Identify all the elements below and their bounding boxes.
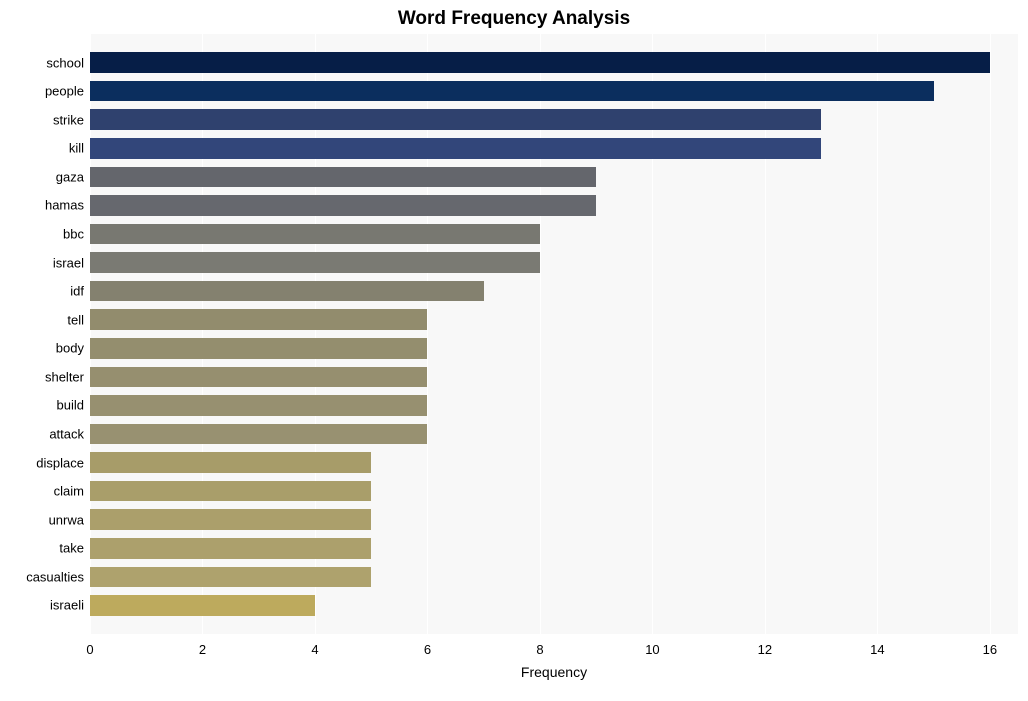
x-tick-label: 12 [758, 642, 772, 657]
x-tick-label: 0 [86, 642, 93, 657]
bar [90, 424, 427, 445]
bar [90, 167, 596, 188]
y-tick-label: displace [36, 455, 90, 470]
x-tick-label: 6 [424, 642, 431, 657]
y-tick-label: tell [67, 312, 90, 327]
y-tick-label: israel [53, 255, 90, 270]
x-axis-title: Frequency [90, 664, 1018, 680]
y-tick-label: school [46, 55, 90, 70]
y-tick-label: bbc [63, 227, 90, 242]
y-tick-label: people [45, 84, 90, 99]
bar [90, 595, 315, 616]
bar [90, 367, 427, 388]
bar [90, 252, 540, 273]
x-tick-label: 4 [311, 642, 318, 657]
bar [90, 567, 371, 588]
bar [90, 509, 371, 530]
bar [90, 52, 990, 73]
bar [90, 338, 427, 359]
bar [90, 481, 371, 502]
bar [90, 195, 596, 216]
y-tick-label: take [59, 541, 90, 556]
plot-area: schoolpeoplestrikekillgazahamasbbcisrael… [90, 34, 1018, 634]
y-tick-label: shelter [45, 369, 90, 384]
bar [90, 538, 371, 559]
y-tick-label: claim [54, 484, 90, 499]
x-tick-label: 8 [536, 642, 543, 657]
y-tick-label: attack [49, 427, 90, 442]
gridline [877, 34, 878, 634]
y-tick-label: casualties [26, 569, 90, 584]
bar [90, 395, 427, 416]
y-tick-label: idf [70, 284, 90, 299]
y-tick-label: unrwa [49, 512, 90, 527]
y-tick-label: body [56, 341, 90, 356]
x-tick-label: 2 [199, 642, 206, 657]
y-tick-label: kill [69, 141, 90, 156]
bar [90, 224, 540, 245]
y-tick-label: hamas [45, 198, 90, 213]
bar [90, 309, 427, 330]
bar [90, 81, 934, 102]
chart-container: Word Frequency Analysis schoolpeoplestri… [0, 0, 1028, 701]
x-tick-label: 10 [645, 642, 659, 657]
x-tick-label: 14 [870, 642, 884, 657]
y-tick-label: build [57, 398, 90, 413]
bar [90, 452, 371, 473]
bar [90, 281, 484, 302]
x-tick-label: 16 [983, 642, 997, 657]
y-tick-label: strike [53, 112, 90, 127]
gridline [990, 34, 991, 634]
bar [90, 109, 821, 130]
chart-title: Word Frequency Analysis [0, 8, 1028, 30]
y-tick-label: gaza [56, 169, 90, 184]
bar [90, 138, 821, 159]
y-tick-label: israeli [50, 598, 90, 613]
